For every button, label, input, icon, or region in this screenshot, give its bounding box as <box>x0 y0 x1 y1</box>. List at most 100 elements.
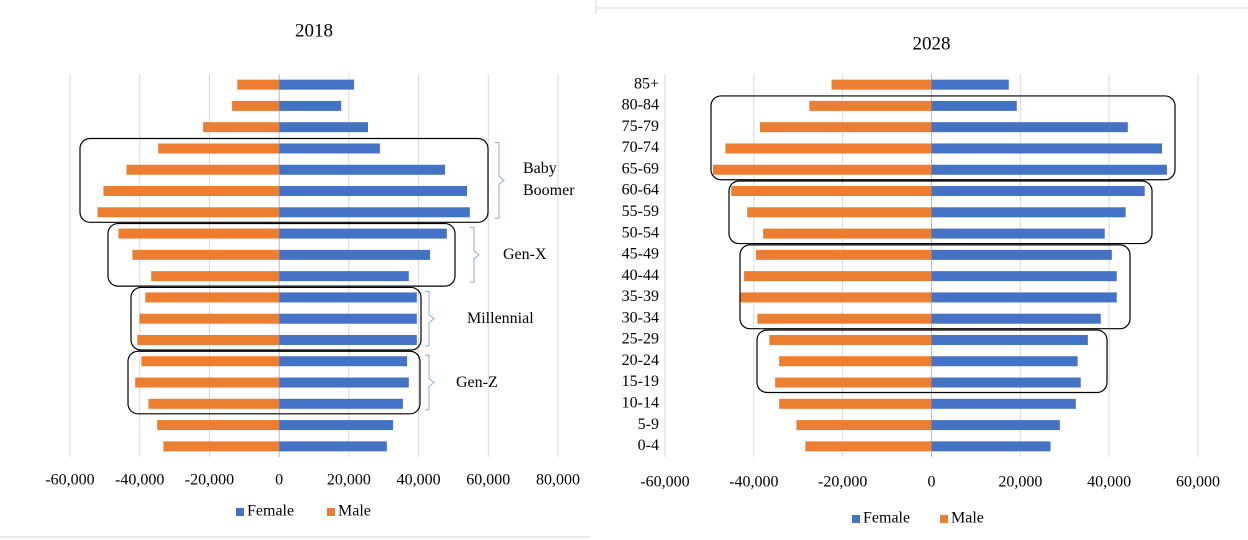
bar <box>740 292 932 303</box>
y-tick-label: 45-49 <box>622 246 659 263</box>
bar <box>931 292 1117 303</box>
bar <box>103 186 280 197</box>
group-box <box>739 244 1131 330</box>
bar <box>279 164 446 175</box>
group-box <box>728 180 1153 245</box>
bar <box>279 207 470 218</box>
chart-title: 2018 <box>295 20 333 41</box>
legend-swatch <box>236 508 244 516</box>
bar <box>279 356 408 367</box>
bar <box>279 292 417 303</box>
bar <box>931 186 1145 197</box>
x-tick-label: 20,000 <box>998 474 1042 491</box>
bar <box>931 79 1009 90</box>
bar <box>931 377 1081 388</box>
bar <box>769 334 932 345</box>
bar <box>931 334 1088 345</box>
bracket <box>425 290 435 347</box>
bar <box>279 334 417 345</box>
bar <box>931 356 1078 367</box>
bar <box>831 79 932 90</box>
x-tick-label: 60,000 <box>466 472 510 489</box>
y-tick-label: 70-74 <box>622 139 659 156</box>
bar <box>796 420 932 431</box>
bracket <box>425 354 435 411</box>
bar <box>158 143 280 154</box>
y-tick-label: 10-14 <box>622 394 659 411</box>
bar <box>931 228 1105 239</box>
y-tick-label: 55-59 <box>622 203 659 220</box>
y-tick-label: 85+ <box>634 75 659 92</box>
legend-label: Male <box>951 510 984 527</box>
bar <box>135 377 280 388</box>
bar <box>279 122 369 133</box>
y-tick-label: 20-24 <box>622 352 659 369</box>
bar <box>279 143 380 154</box>
legend-swatch <box>327 508 335 516</box>
annotation: Millennial <box>467 309 534 327</box>
x-tick-label: -40,000 <box>115 472 164 489</box>
bar <box>779 398 932 409</box>
bar <box>237 79 280 90</box>
bar <box>931 100 1017 111</box>
x-tick-label: 20,000 <box>327 472 371 489</box>
group-box <box>130 286 422 351</box>
x-tick-label: 40,000 <box>1087 474 1131 491</box>
bar <box>203 122 280 133</box>
bar <box>712 164 932 175</box>
legend-label: Male <box>338 503 371 520</box>
y-tick-label: 5-9 <box>638 416 659 433</box>
bar <box>279 100 342 111</box>
bar <box>279 441 387 452</box>
y-tick-label: 65-69 <box>622 160 659 177</box>
x-tick-label: 40,000 <box>397 472 441 489</box>
bar <box>760 122 932 133</box>
group-box <box>79 137 489 223</box>
annotation: Baby Boomer <box>523 160 575 200</box>
bar <box>279 271 409 282</box>
bar <box>118 228 280 239</box>
bar <box>279 228 447 239</box>
bar <box>232 100 280 111</box>
x-tick-label: 0 <box>275 472 283 489</box>
y-tick-label: 35-39 <box>622 288 659 305</box>
y-tick-label: 40-44 <box>622 267 659 284</box>
bar <box>279 377 409 388</box>
group-box <box>107 222 456 287</box>
bar <box>279 249 431 260</box>
x-tick-label: 60,000 <box>1176 474 1220 491</box>
bar <box>97 207 280 218</box>
bar <box>805 441 932 452</box>
bar <box>157 420 280 431</box>
group-box <box>756 329 1108 394</box>
bar <box>931 271 1117 282</box>
y-tick-label: 60-64 <box>622 182 659 199</box>
y-tick-label: 30-34 <box>622 309 659 326</box>
bar <box>756 249 932 260</box>
bar <box>931 398 1076 409</box>
y-tick-label: 75-79 <box>622 118 659 135</box>
bracket <box>470 227 480 283</box>
y-tick-label: 50-54 <box>622 224 659 241</box>
bar <box>279 313 417 324</box>
bar <box>137 334 280 345</box>
bar <box>931 441 1051 452</box>
bar <box>779 356 932 367</box>
group-box <box>710 95 1176 181</box>
x-tick-label: -60,000 <box>640 474 689 491</box>
legend-label: Female <box>247 503 294 520</box>
x-tick-label: 0 <box>928 474 936 491</box>
x-tick-label: 80,000 <box>536 472 580 489</box>
annotation: Gen-Z <box>456 373 498 391</box>
group-box <box>127 350 421 415</box>
bar <box>279 186 468 197</box>
bar <box>148 398 280 409</box>
annotation: Gen-X <box>503 245 547 263</box>
legend-label: Female <box>863 510 910 527</box>
bracket <box>495 141 505 219</box>
bar <box>931 207 1126 218</box>
bar <box>744 271 932 282</box>
bar <box>141 356 280 367</box>
